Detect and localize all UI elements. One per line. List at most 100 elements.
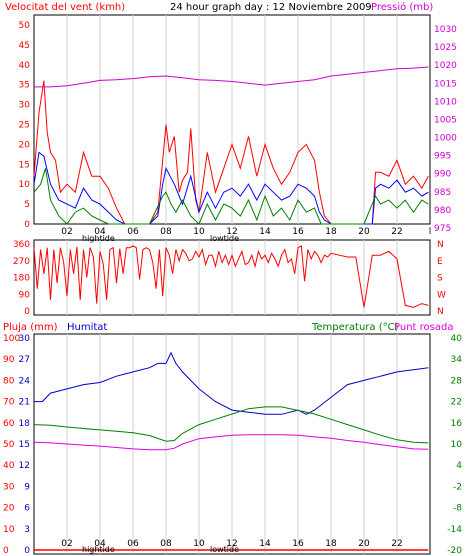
hour-tick-label-top: l xyxy=(429,227,432,237)
rain-tick-label: 10 xyxy=(3,525,15,535)
hour-tick-label-bottom: 06 xyxy=(127,539,139,549)
hour-tick-label-top: 20 xyxy=(358,227,370,237)
rain-tick-label: 100 xyxy=(3,334,20,344)
humidity-tick-label: 3 xyxy=(24,525,30,535)
pressure-tick-label: 990 xyxy=(434,170,451,180)
punt-rosada-line xyxy=(33,434,429,451)
humidity-tick-label: 18 xyxy=(19,419,31,429)
hour-tick-label-top: 12 xyxy=(226,227,237,237)
temperature-tick-label: -20 xyxy=(447,546,462,556)
compass-tick-label: N xyxy=(437,240,444,250)
compass-tick-label: N xyxy=(437,307,444,317)
rain-tick-label: 70 xyxy=(3,398,15,408)
humidity-tick-label: 21 xyxy=(19,398,30,408)
dewpoint-axis-title: Punt rosada xyxy=(394,322,453,333)
hour-tick-label-top: 14 xyxy=(259,227,271,237)
wind-direction-grid xyxy=(66,240,398,315)
hightide-label-top: hightide xyxy=(82,234,115,243)
hour-tick-label-bottom: l xyxy=(429,539,432,549)
direction-tick-label: 360 xyxy=(13,240,30,250)
speed-tick-label: 0 xyxy=(24,220,30,230)
humidity-tick-label: 30 xyxy=(19,334,31,344)
temperature-tick-label: -2 xyxy=(453,482,462,492)
rain-tick-label: 40 xyxy=(3,461,15,471)
pressure-tick-label: 985 xyxy=(434,188,451,198)
pressure-line xyxy=(34,66,429,88)
hour-tick-label-top: 08 xyxy=(160,227,172,237)
temperatura-line xyxy=(33,406,429,444)
avg-line xyxy=(33,151,429,225)
speed-tick-label: 30 xyxy=(19,101,31,111)
speed-tick-label: 10 xyxy=(19,180,31,190)
pressure-tick-label: 1010 xyxy=(434,97,457,107)
date-title: 24 hour graph day : 12 Noviembre 2009 xyxy=(170,2,372,13)
temperature-axis-title: Temperatura (°C) xyxy=(311,322,399,333)
compass-tick-label: E xyxy=(437,257,443,267)
hour-tick-label-bottom: 22 xyxy=(391,539,402,549)
rain-tick-label: 60 xyxy=(3,419,15,429)
speed-tick-label: 15 xyxy=(19,160,30,170)
wind-speed-grid xyxy=(66,15,398,224)
plot-lines xyxy=(33,66,429,551)
rain-tick-label: 20 xyxy=(3,504,15,514)
humidity-tick-label: 6 xyxy=(24,504,30,514)
pressure-tick-label: 1015 xyxy=(434,79,457,89)
hour-tick-label-bottom: 14 xyxy=(259,539,271,549)
direction-line xyxy=(33,245,429,308)
hour-tick-label-bottom: 04 xyxy=(94,539,106,549)
temperature-tick-label: 28 xyxy=(451,376,463,386)
rain-tick-label: 50 xyxy=(3,440,15,450)
humidity-axis-title: Humitat xyxy=(67,322,107,333)
humitat-line xyxy=(34,351,429,415)
rain-tick-label: 90 xyxy=(3,355,15,365)
gust-line xyxy=(33,80,429,225)
humidity-tick-label: 9 xyxy=(24,482,30,492)
lowtide-label-top: lowtide xyxy=(210,234,239,243)
hour-tick-label-bottom: 12 xyxy=(226,539,237,549)
pressure-tick-label: 975 xyxy=(434,224,451,234)
rain-tick-label: 80 xyxy=(3,376,15,386)
rain-tick-label: 30 xyxy=(3,482,15,492)
hour-tick-label-bottom: 10 xyxy=(193,539,205,549)
pressure-tick-label: 1025 xyxy=(434,43,457,53)
hour-tick-label-top: 22 xyxy=(391,227,402,237)
compass-tick-label: S xyxy=(437,274,443,284)
pressure-tick-label: 1000 xyxy=(434,134,457,144)
hour-tick-label-top: 18 xyxy=(325,227,337,237)
humidity-temp-grid xyxy=(66,334,398,554)
temperature-tick-label: -8 xyxy=(453,504,462,514)
lowtide-label-bottom: lowtide xyxy=(210,545,239,554)
temperature-tick-label: 16 xyxy=(451,419,463,429)
temperature-tick-label: 10 xyxy=(451,440,463,450)
hour-tick-label-top: 02 xyxy=(61,227,72,237)
compass-tick-label: W xyxy=(437,290,446,300)
rain-axis-title: Pluja (mm) xyxy=(3,322,58,333)
humidity-tick-label: 0 xyxy=(24,546,30,556)
direction-tick-label: 270 xyxy=(13,257,30,267)
temperature-tick-label: 22 xyxy=(451,398,462,408)
hour-tick-label-bottom: 18 xyxy=(325,539,337,549)
speed-tick-label: 35 xyxy=(19,81,30,91)
axis-labels: 0510152025303540455097598098599099510001… xyxy=(3,21,462,556)
hightide-label-bottom: hightide xyxy=(82,545,115,554)
hour-tick-label-top: 04 xyxy=(94,227,106,237)
speed-tick-label: 45 xyxy=(19,41,30,51)
direction-tick-label: 90 xyxy=(19,290,31,300)
temperature-tick-label: 40 xyxy=(451,334,463,344)
temperature-tick-label: 34 xyxy=(451,355,463,365)
humidity-tick-label: 12 xyxy=(19,461,30,471)
hour-tick-label-bottom: 08 xyxy=(160,539,172,549)
pressure-tick-label: 1005 xyxy=(434,115,457,125)
speed-tick-label: 25 xyxy=(19,121,30,131)
temperature-tick-label: 4 xyxy=(456,461,462,471)
hour-tick-label-top: 06 xyxy=(127,227,139,237)
speed-tick-label: 50 xyxy=(19,21,31,31)
humidity-tick-label: 24 xyxy=(19,376,31,386)
direction-tick-label: 0 xyxy=(24,307,30,317)
wind-speed-title: Velocitat del vent (kmh) xyxy=(5,2,125,13)
hour-tick-label-top: 10 xyxy=(193,227,205,237)
hour-tick-label-bottom: 02 xyxy=(61,539,72,549)
pressure-tick-label: 1020 xyxy=(434,61,457,71)
humidity-tick-label: 27 xyxy=(19,355,30,365)
